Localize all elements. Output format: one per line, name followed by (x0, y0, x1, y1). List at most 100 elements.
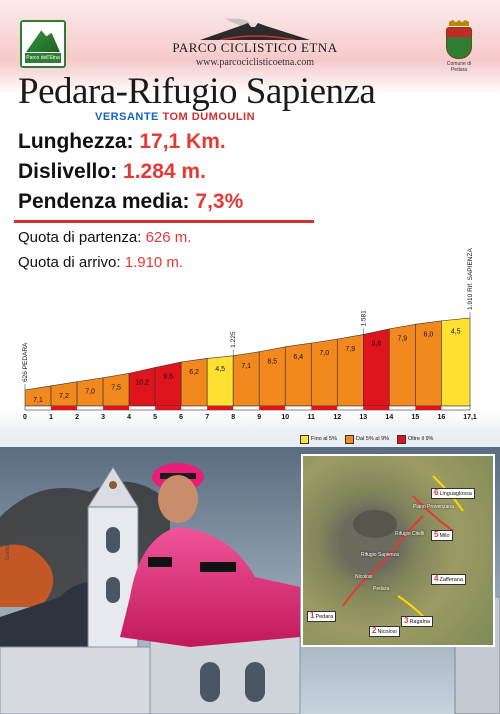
stat-length: Lunghezza: 17,1 Km. (18, 130, 226, 153)
legend-label: Oltre il 9% (408, 436, 434, 442)
x-tick-label: 2 (75, 414, 79, 421)
km-band (155, 406, 182, 410)
crown-icon (449, 20, 469, 26)
volcano-icon (26, 30, 60, 52)
altitude-label: 1.225 (230, 331, 237, 348)
segment-grade-label: 7,9 (397, 336, 407, 343)
brand: PARCO CICLISTICO ETNA www.parcociclistic… (160, 14, 350, 68)
park-name: PARCO CICLISTICO ETNA (172, 40, 338, 55)
x-tick-label: 10 (281, 414, 289, 421)
crest-text: Comune di Pedara (446, 61, 472, 73)
grade-value: 7,3% (195, 190, 244, 213)
x-tick-label: 17,1 (463, 414, 477, 421)
km-band (415, 406, 442, 410)
altitude-label: 1.910 Rif. SAPIENZA (467, 248, 474, 310)
km-band (363, 406, 390, 410)
km-band (259, 406, 286, 410)
cyclist-photo (120, 463, 300, 647)
segment-grade-label: 6,0 (423, 332, 433, 339)
segment-grade-label: 7,0 (319, 350, 329, 357)
route-line (342, 515, 424, 607)
map-pin: 3Ragalna (401, 616, 433, 627)
legend-swatch (345, 434, 354, 444)
rider-name: Tom Dumoulin (162, 111, 256, 123)
segment-grade-label: 6,2 (189, 369, 199, 376)
shield-icon (446, 27, 472, 59)
legend-label: Fino al 5% (311, 436, 337, 442)
map-pin: 5Milo (431, 530, 453, 541)
profile-segment (284, 342, 312, 407)
segment-grade-label: 7,5 (111, 385, 121, 392)
profile-segment (232, 351, 260, 407)
start-altitude: Quota di partenza: 626 m. (18, 229, 192, 246)
etna-crater (353, 510, 397, 538)
segment-grade-label: 9,8 (371, 341, 381, 348)
map-pin: 6Linguaglossa (431, 488, 475, 499)
route-map: Piano Provenzana Rifugio Citelli Rifugio… (301, 454, 495, 647)
legend-item: Dal 5% al 9% (345, 434, 390, 444)
elevation-profile-chart: 7,1 7,2 7,0 7,5 10,2 9,6 6,2 4,5 7,1 8,5 6,4 7,0 7,9… (22, 248, 477, 421)
altitude-label: 1.581 (360, 310, 367, 327)
segment-grade-label: 8,5 (267, 358, 277, 365)
segment-grade-label: 4,5 (451, 328, 461, 335)
x-tick-label: 13 (359, 414, 367, 421)
segment-grade-label: 7,2 (59, 393, 69, 400)
km-band (311, 406, 338, 410)
legend-swatch (300, 434, 309, 444)
km-band (51, 406, 78, 410)
header: Parco dell'Etna PARCO CICLISTICO ETNA ww… (0, 0, 500, 73)
profile-segment (154, 361, 182, 407)
map-pin: 4Zafferana (431, 574, 466, 585)
legend-swatch (397, 434, 407, 444)
map-pin: 2Nicolosi (369, 626, 400, 637)
photo-credit: Grafica di Sandro Ruè (5, 510, 11, 560)
km-axis (24, 405, 471, 411)
segment-grade-label: 10,2 (135, 379, 149, 386)
x-tick-label: 1 (49, 414, 53, 421)
x-tick-label: 9 (257, 414, 261, 421)
profile-segment (206, 355, 234, 407)
x-tick-label: 14 (385, 414, 393, 421)
route-subtitle: Versante Tom Dumoulin (95, 111, 255, 123)
segment-grade-label: 7,0 (85, 389, 95, 396)
end-altitude: Quota di arrivo: 1.910 m. (18, 254, 184, 271)
altitude-label: 626 PEDARA (22, 342, 29, 382)
gain-value: 1.284 m. (123, 160, 206, 183)
municipality-crest: Comune di Pedara (444, 20, 474, 73)
stats-divider (14, 220, 314, 223)
segment-grade-label: 9,6 (163, 374, 173, 381)
segment-grade-label: 4,5 (215, 366, 225, 373)
stat-gain: Dislivello: 1.284 m. (18, 160, 206, 183)
legend-label: Dal 5% al 9% (356, 436, 390, 442)
km-band (207, 406, 234, 410)
park-logo-text: Parco dell'Etna (26, 55, 60, 61)
profile-segment (180, 358, 208, 407)
length-value: 17,1 Km. (139, 130, 226, 153)
x-tick-label: 5 (153, 414, 157, 421)
x-tick-label: 0 (23, 414, 27, 421)
x-tick-label: 7 (205, 414, 209, 421)
x-tick-label: 12 (333, 414, 341, 421)
segment-grade-label: 6,4 (293, 354, 303, 361)
park-logo: Parco dell'Etna (20, 20, 66, 68)
stat-grade: Pendenza media: 7,3% (18, 190, 244, 213)
profile-segment (128, 367, 156, 407)
segment-grade-label: 7,9 (345, 346, 355, 353)
x-tick-label: 16 (437, 414, 445, 421)
x-tick-label: 4 (127, 414, 131, 421)
legend-item: Fino al 5% (300, 434, 337, 444)
segment-grade-label: 7,1 (33, 397, 43, 404)
chart-legend: Fino al 5% Dal 5% al 9% Oltre il 9% (300, 432, 496, 446)
etna-volcano-icon (200, 18, 310, 40)
x-tick-label: 11 (308, 414, 316, 421)
map-pin: 1Pedara (307, 611, 337, 622)
x-tick-label: 15 (411, 414, 419, 421)
km-band (103, 406, 130, 410)
x-tick-label: 3 (101, 414, 105, 421)
profile-segment (258, 346, 286, 407)
segment-grade-label: 7,1 (241, 363, 251, 370)
park-url[interactable]: www.parcociclisticoetna.com (195, 57, 315, 68)
route-title: Pedara-Rifugio Sapienza (18, 71, 376, 112)
versante-label: Versante (95, 111, 159, 123)
